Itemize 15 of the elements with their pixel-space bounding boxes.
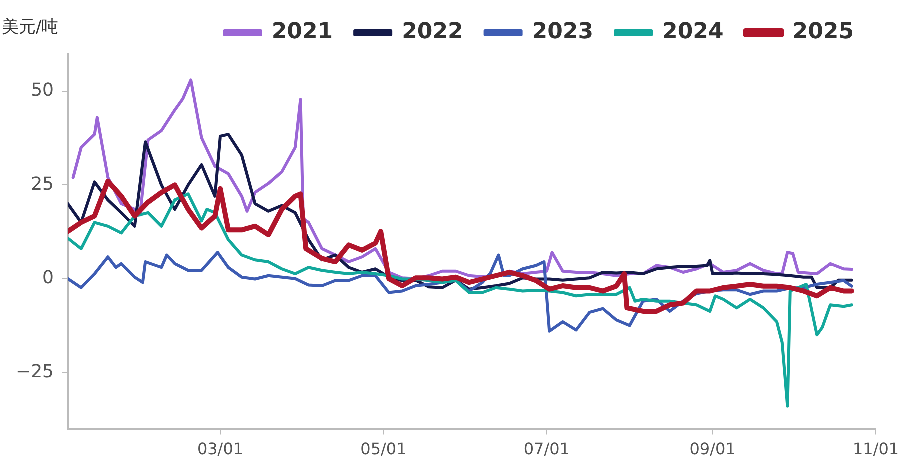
legend-label: 2024 bbox=[662, 20, 724, 45]
legend-label: 2023 bbox=[532, 20, 594, 45]
x-tick-label: 07/01 bbox=[524, 440, 570, 459]
legend-label: 2022 bbox=[402, 20, 464, 45]
y-tick-label: 25 bbox=[31, 174, 54, 195]
x-tick-label: 03/01 bbox=[197, 440, 244, 459]
y-tick-label: −25 bbox=[16, 361, 54, 382]
x-tick-label: 09/01 bbox=[690, 440, 736, 459]
y-tick-label: 0 bbox=[42, 268, 54, 289]
x-tick-label: 11/01 bbox=[852, 440, 900, 459]
y-axis-title: 美元/吨 bbox=[2, 17, 59, 38]
legend-label: 2021 bbox=[272, 20, 334, 45]
x-tick-label: 05/01 bbox=[360, 440, 407, 459]
y-tick-label: 50 bbox=[31, 80, 54, 102]
legend-label: 2025 bbox=[792, 20, 854, 45]
